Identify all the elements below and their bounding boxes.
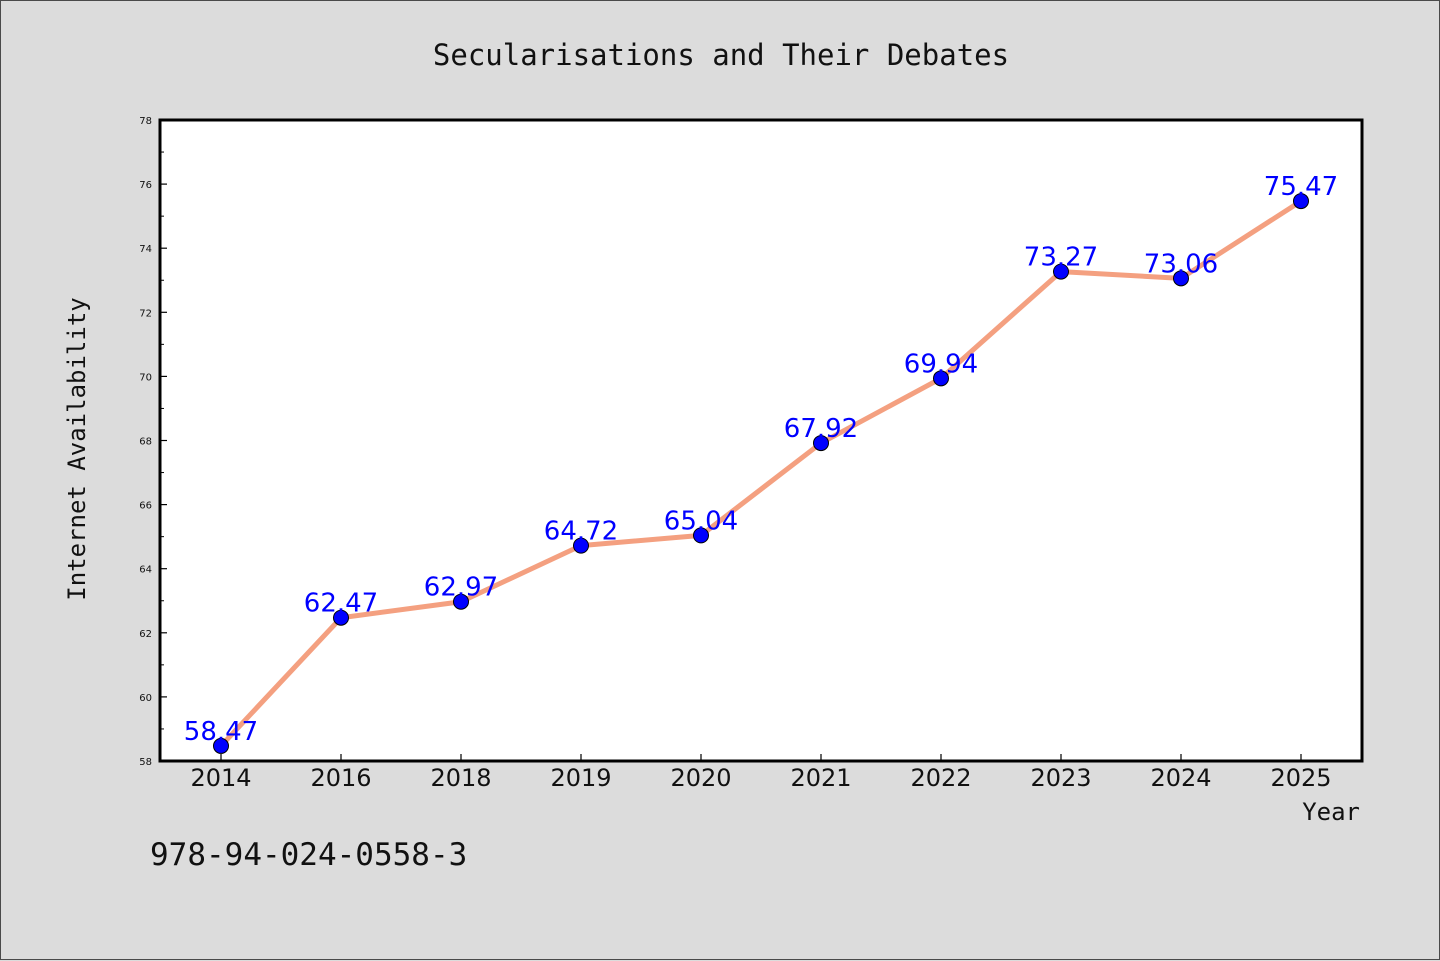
y-tick-label: 72 xyxy=(139,308,152,319)
data-label: 67.92 xyxy=(784,414,858,444)
data-point xyxy=(813,435,829,452)
y-tick-label: 58 xyxy=(139,757,152,768)
y-axis-label: Internet Availability xyxy=(63,297,91,600)
y-tick-label: 76 xyxy=(139,180,152,191)
data-point xyxy=(693,527,709,544)
y-tick-label: 62 xyxy=(139,629,152,640)
data-label: 62.97 xyxy=(424,573,498,603)
y-tick-label: 74 xyxy=(139,244,152,255)
y-tick-label: 60 xyxy=(139,693,152,704)
data-point xyxy=(213,737,229,754)
data-label: 65.04 xyxy=(664,506,738,536)
chart-title: Secularisations and Their Debates xyxy=(433,38,1009,72)
y-tick-label: 64 xyxy=(139,565,152,576)
y-tick-label: 70 xyxy=(139,372,152,383)
data-label: 69.94 xyxy=(904,349,978,379)
x-tick-label: 2014 xyxy=(190,764,251,792)
x-tick-label: 2019 xyxy=(550,764,611,792)
data-point xyxy=(453,593,469,610)
x-tick-label: 2021 xyxy=(790,764,851,792)
data-point xyxy=(1293,193,1309,210)
y-axis: 58 60 62 64 66 68 70 72 74 76 78 xyxy=(139,116,167,768)
y-tick-label: 66 xyxy=(139,501,152,512)
x-tick-label: 2025 xyxy=(1270,764,1331,792)
y-tick-label: 78 xyxy=(139,116,152,127)
plot-area xyxy=(158,118,1364,763)
x-tick-label: 2023 xyxy=(1030,764,1091,792)
data-point xyxy=(333,609,349,626)
x-axis: 2014 2016 2018 2019 2020 2021 2022 2023 2024 2025 xyxy=(190,754,1332,792)
x-tick-label: 2022 xyxy=(910,764,971,792)
y-tick-label: 68 xyxy=(139,437,152,448)
footer-code: 978-94-024-0558-3 xyxy=(150,837,467,873)
data-label: 62.47 xyxy=(304,589,378,619)
x-axis-label: Year xyxy=(1302,798,1360,826)
data-point xyxy=(1053,263,1069,280)
x-tick-label: 2018 xyxy=(430,764,491,792)
x-tick-label: 2024 xyxy=(1150,764,1211,792)
data-labels: 58.47 62.47 62.97 64.72 65.04 67.92 69.94 73.27… xyxy=(184,172,1338,747)
x-tick-label: 2016 xyxy=(310,764,371,792)
series-markers xyxy=(213,193,1309,754)
data-point xyxy=(933,370,949,387)
data-label: 73.06 xyxy=(1144,249,1218,279)
data-point xyxy=(573,537,589,554)
data-point xyxy=(1173,270,1189,287)
series-line xyxy=(218,198,1304,749)
data-label: 64.72 xyxy=(544,517,618,547)
data-label: 58.47 xyxy=(184,717,258,747)
x-tick-label: 2020 xyxy=(670,764,731,792)
data-label: 73.27 xyxy=(1024,243,1098,273)
data-label: 75.47 xyxy=(1264,172,1338,202)
